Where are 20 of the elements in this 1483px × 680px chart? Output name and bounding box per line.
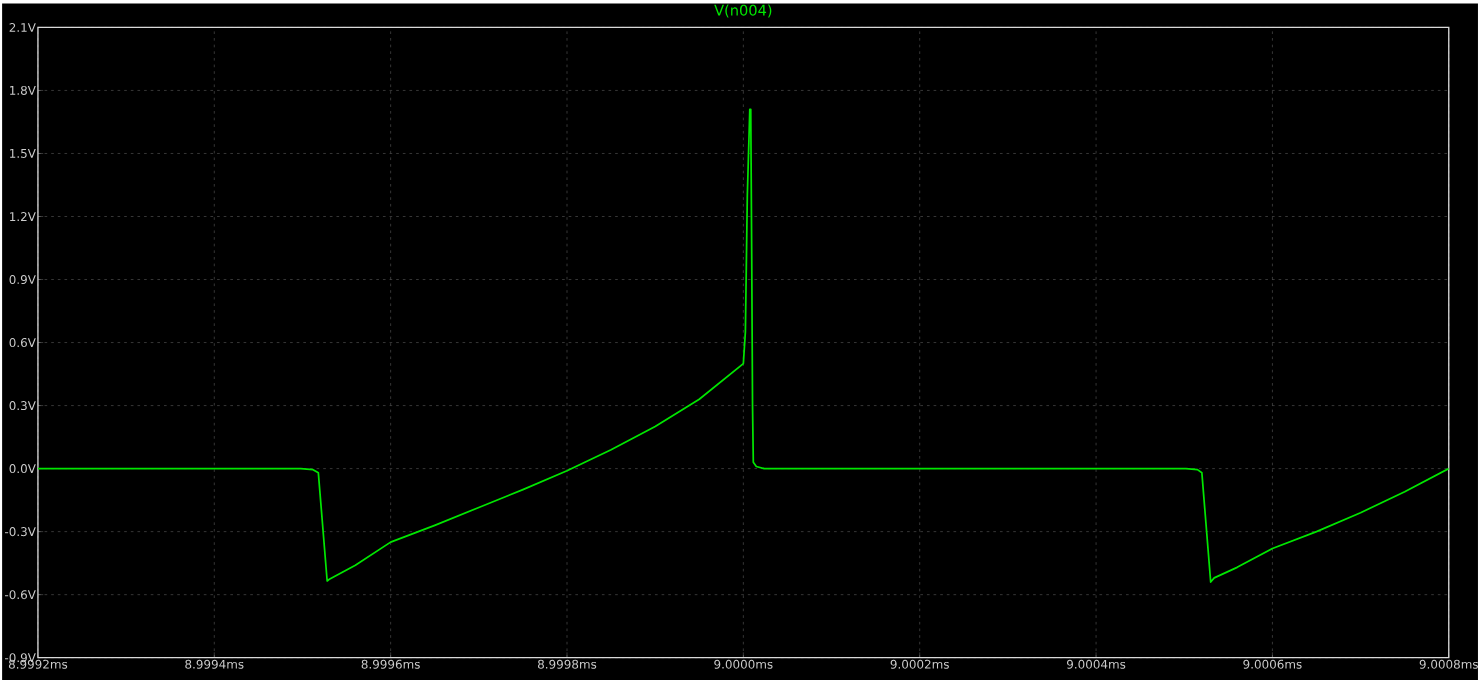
x-tick-label: 9.0002ms	[890, 659, 949, 669]
y-tick-label: 0.9V	[9, 274, 36, 284]
y-tick-label: -0.6V	[5, 590, 36, 600]
x-tick-label: 8.9998ms	[537, 659, 597, 669]
y-tick-label: 1.5V	[10, 148, 36, 158]
y-tick-label: 2.1V	[9, 22, 36, 32]
y-tick-label: 0.6V	[9, 337, 36, 347]
y-tick-label: 1.8V	[10, 85, 36, 95]
x-tick-label: 8.9994ms	[185, 659, 244, 669]
y-tick-label: 0.3V	[9, 400, 36, 410]
x-tick-label: 9.0006ms	[1243, 659, 1302, 669]
x-tick-label: 9.0000ms	[714, 659, 773, 669]
x-tick-label: 8.9996ms	[361, 659, 420, 669]
line-series	[37, 108, 1449, 583]
y-tick-label: -0.3V	[5, 526, 36, 537]
y-tick-label: 0.0V	[9, 463, 36, 473]
x-tick-label: 9.0004ms	[1066, 659, 1126, 669]
x-tick-label: 9.0008ms	[1419, 659, 1478, 669]
y-tick-label: 1.2V	[10, 211, 36, 221]
chart-title: V(n004)	[714, 4, 772, 18]
